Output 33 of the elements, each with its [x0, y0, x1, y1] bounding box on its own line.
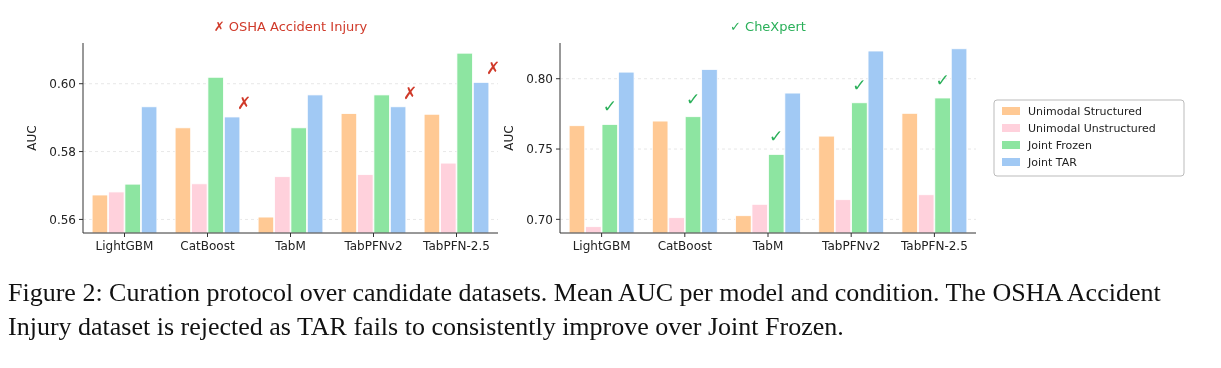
x-tick-label: TabM: [274, 239, 306, 253]
y-axis-title: AUC: [25, 125, 39, 151]
x-tick-label: CatBoost: [180, 239, 235, 253]
x-tick-label: LightGBM: [572, 239, 631, 253]
y-tick-label: 0.58: [49, 144, 76, 159]
annotation: ✗: [236, 92, 252, 113]
annotation: ✓: [685, 88, 701, 109]
y-tick-label: 0.70: [526, 212, 553, 227]
x-tick-label: CatBoost: [657, 239, 713, 253]
y-tick-label: 0.80: [526, 71, 553, 86]
x-tick-label: TabPFNv2: [821, 239, 881, 253]
annotation: ✗: [485, 58, 501, 79]
x-tick-label: TabM: [751, 239, 784, 253]
legend-label: Unimodal Structured: [1028, 104, 1142, 118]
annotation: ✗: [402, 82, 418, 103]
caption: Figure 2: Curation protocol over candidate datasets. Mean AUC per model and condition. The OSHA Accident Injury dataset is rejected as TAR fails to consistently improve over Joint Frozen.: [8, 277, 1162, 343]
chart-title: ✗ OSHA Accident Injury: [213, 19, 368, 34]
annotation: ✓: [602, 96, 617, 117]
x-tick-label: TabPFN-2.5: [899, 239, 968, 253]
legend-label: Joint Frozen: [1027, 138, 1092, 152]
legend-label: Unimodal Unstructured: [1028, 121, 1156, 135]
annotation: ✓: [935, 69, 950, 90]
x-tick-label: LightGBM: [95, 239, 154, 253]
x-tick-label: TabPFN-2.5: [422, 239, 490, 253]
y-tick-label: 0.56: [49, 212, 76, 227]
chart-title: ✓ CheXpert: [730, 19, 806, 34]
annotation: ✓: [852, 74, 867, 95]
y-tick-label: 0.60: [49, 76, 76, 91]
annotation: ✓: [769, 126, 784, 147]
x-tick-label: TabPFNv2: [343, 239, 403, 253]
y-tick-label: 0.75: [526, 142, 553, 157]
legend-label: Joint TAR: [1027, 155, 1078, 169]
y-axis-title: AUC: [502, 125, 516, 151]
